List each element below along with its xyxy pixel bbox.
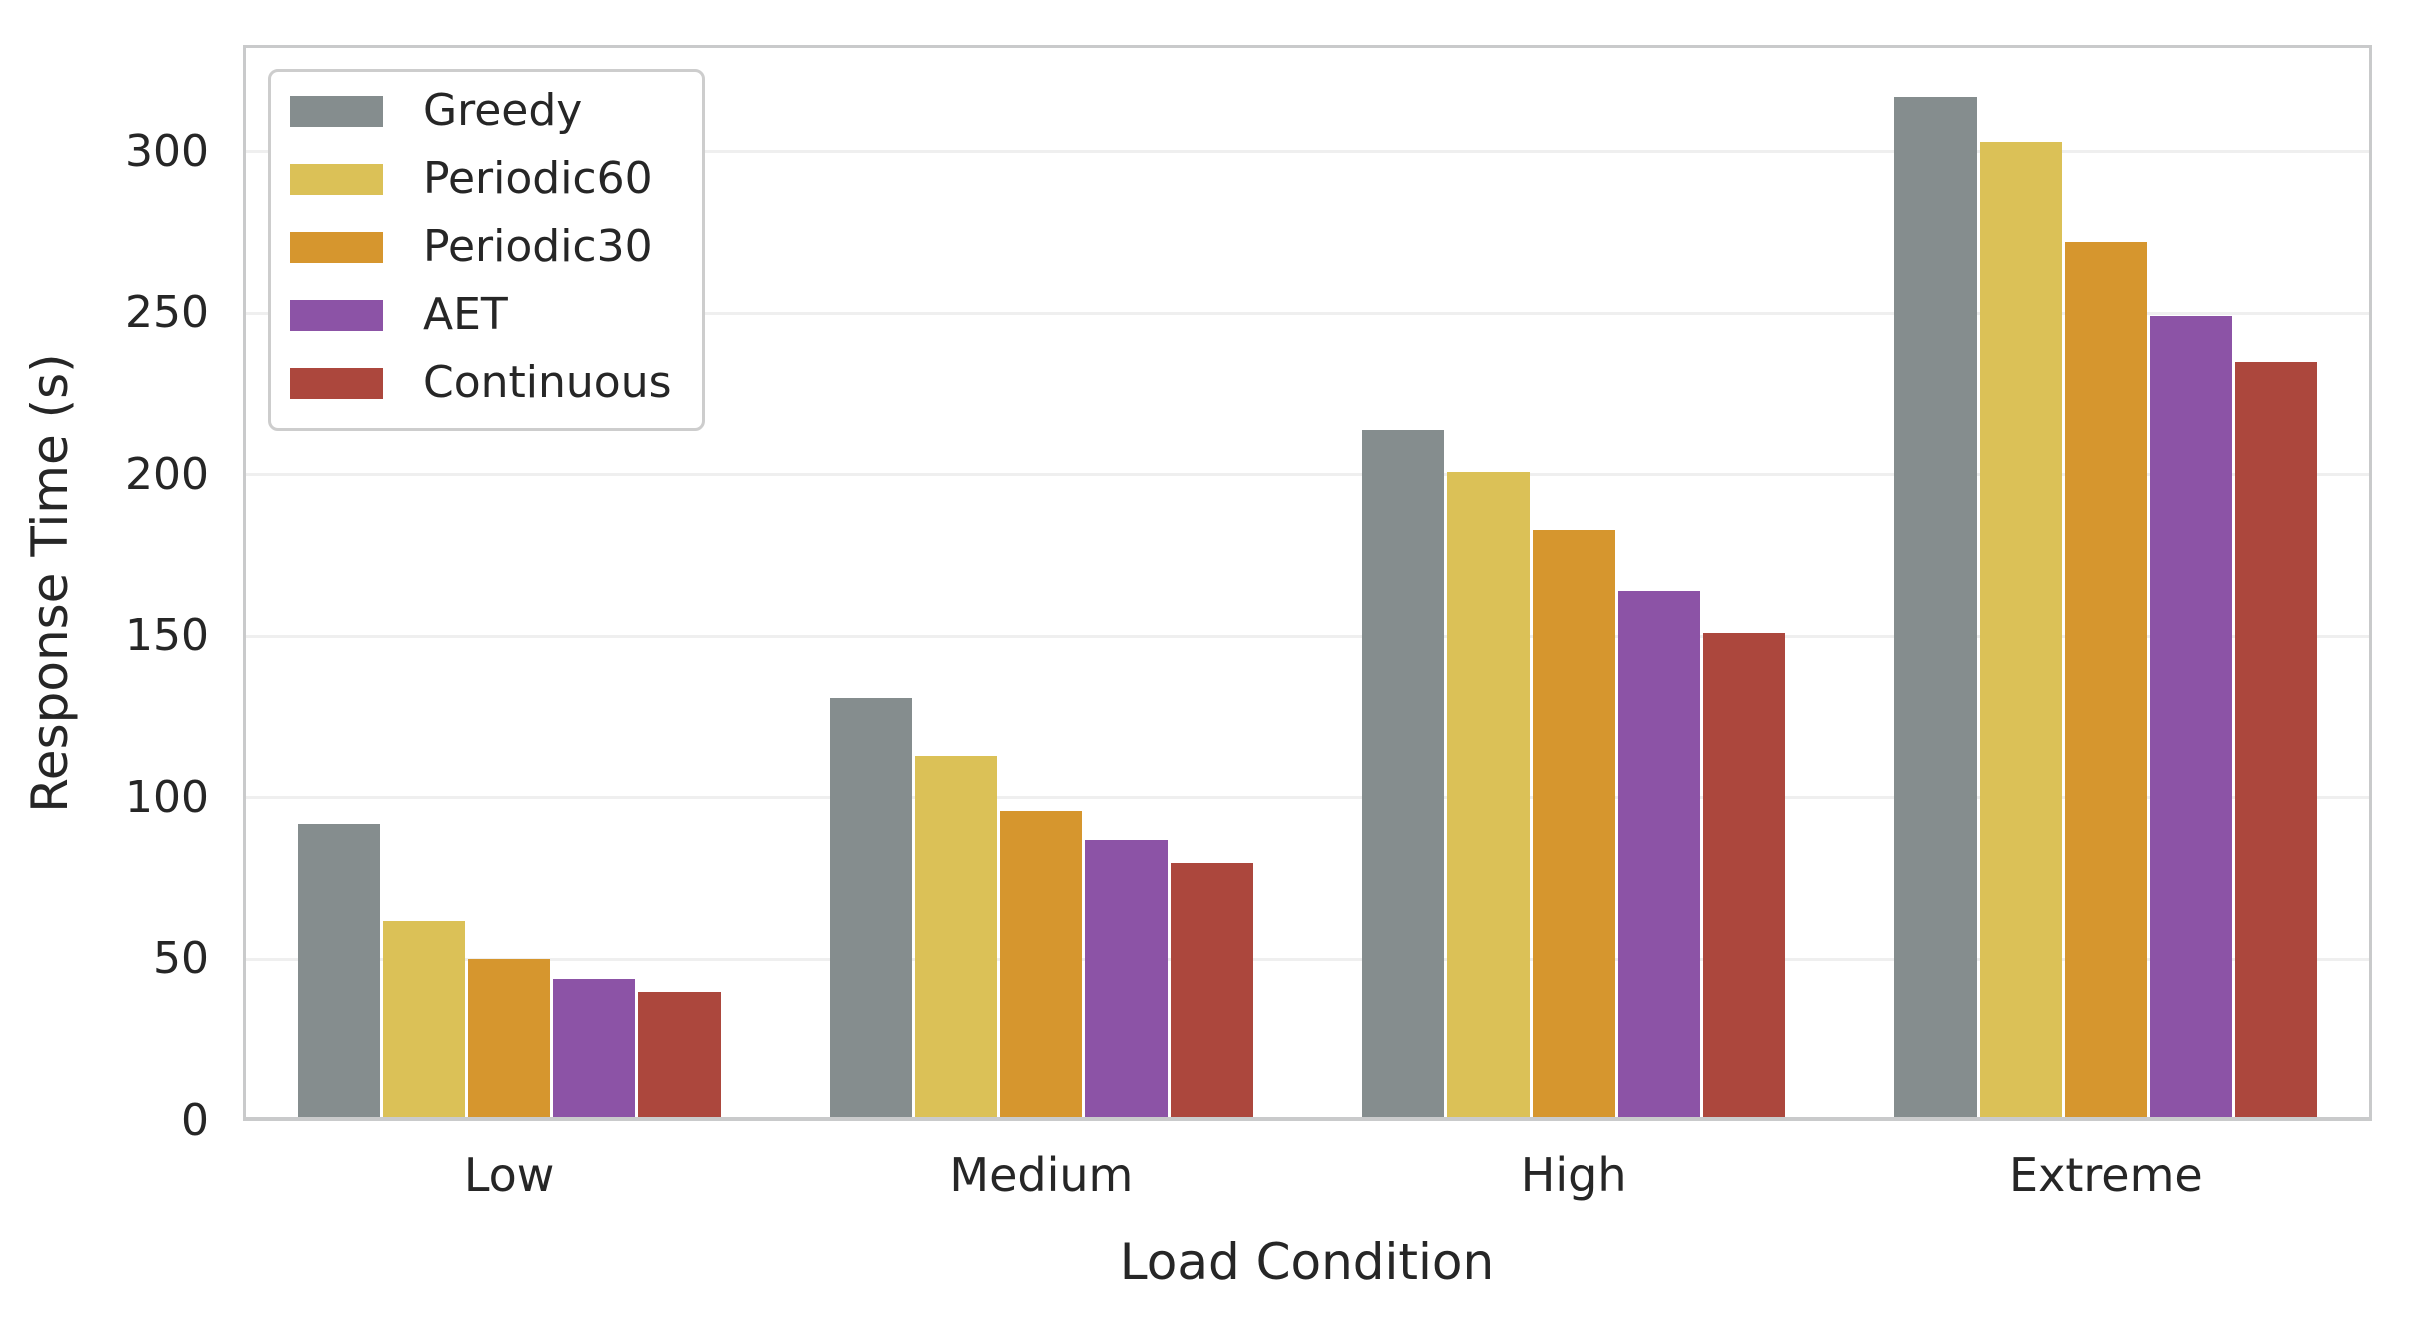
y-tick-label: 150	[125, 610, 209, 662]
x-tick-label-low: Low	[463, 1148, 555, 1202]
gridline-300	[243, 150, 2372, 154]
y-tick-label: 0	[181, 1095, 209, 1146]
legend-swatch-greedy	[290, 95, 383, 127]
bar-periodic60-low	[382, 920, 466, 1121]
legend: Greedy Periodic60 Periodic30 AET Continuous	[268, 69, 705, 431]
legend-item-greedy: Greedy	[290, 85, 672, 137]
bar-aet-medium	[1085, 839, 1168, 1121]
bar-greedy-extreme	[1894, 96, 1977, 1121]
x-tick-label-extreme: Extreme	[2009, 1148, 2203, 1202]
y-tick-label: 300	[125, 125, 209, 177]
y-tick-label: 200	[125, 448, 209, 500]
bar-periodic60-extreme	[1979, 141, 2062, 1121]
legend-item-aet: AET	[290, 289, 672, 341]
legend-label-periodic60: Periodic60	[423, 153, 653, 204]
legend-item-periodic30: Periodic30	[290, 221, 672, 273]
legend-label-continuous: Continuous	[423, 357, 672, 408]
bar-continuous-medium	[1170, 862, 1253, 1121]
bar-greedy-low	[297, 823, 380, 1121]
gridline-200	[243, 473, 2372, 477]
bar-continuous-low	[638, 991, 721, 1121]
bar-periodic60-high	[1447, 471, 1530, 1121]
gridline-100	[243, 796, 2372, 800]
gridline-250	[243, 311, 2372, 315]
gridline-150	[243, 634, 2372, 638]
bar-aet-low	[553, 978, 636, 1121]
x-tick-label-medium: Medium	[949, 1148, 1134, 1202]
y-tick-label: 250	[125, 287, 209, 339]
legend-swatch-periodic30	[290, 231, 383, 263]
plot-area	[243, 45, 2372, 1121]
y-tick-label: 50	[153, 933, 209, 985]
x-axis-label: Load Condition	[1119, 1233, 1495, 1291]
gridline-50	[243, 957, 2372, 961]
legend-label-aet: AET	[423, 289, 508, 340]
bar-aet-high	[1617, 591, 1700, 1121]
y-tick-label: 100	[125, 771, 209, 823]
legend-swatch-periodic60	[290, 163, 383, 195]
legend-label-greedy: Greedy	[423, 85, 583, 136]
legend-label-periodic30: Periodic30	[423, 221, 653, 272]
legend-item-continuous: Continuous	[290, 357, 672, 409]
bar-continuous-extreme	[2235, 361, 2318, 1121]
legend-swatch-aet	[290, 299, 383, 331]
bar-periodic60-medium	[915, 755, 998, 1121]
x-tick-label-high: High	[1520, 1148, 1627, 1202]
bar-aet-extreme	[2149, 316, 2233, 1121]
bar-periodic30-extreme	[2064, 242, 2147, 1121]
legend-item-periodic60: Periodic60	[290, 153, 672, 205]
bar-periodic30-medium	[1000, 810, 1083, 1121]
bar-greedy-medium	[829, 697, 913, 1121]
legend-swatch-continuous	[290, 367, 383, 399]
bar-continuous-high	[1702, 633, 1786, 1121]
bar-greedy-high	[1362, 429, 1445, 1121]
bar-periodic30-high	[1532, 529, 1615, 1121]
bar-periodic30-low	[468, 959, 551, 1121]
